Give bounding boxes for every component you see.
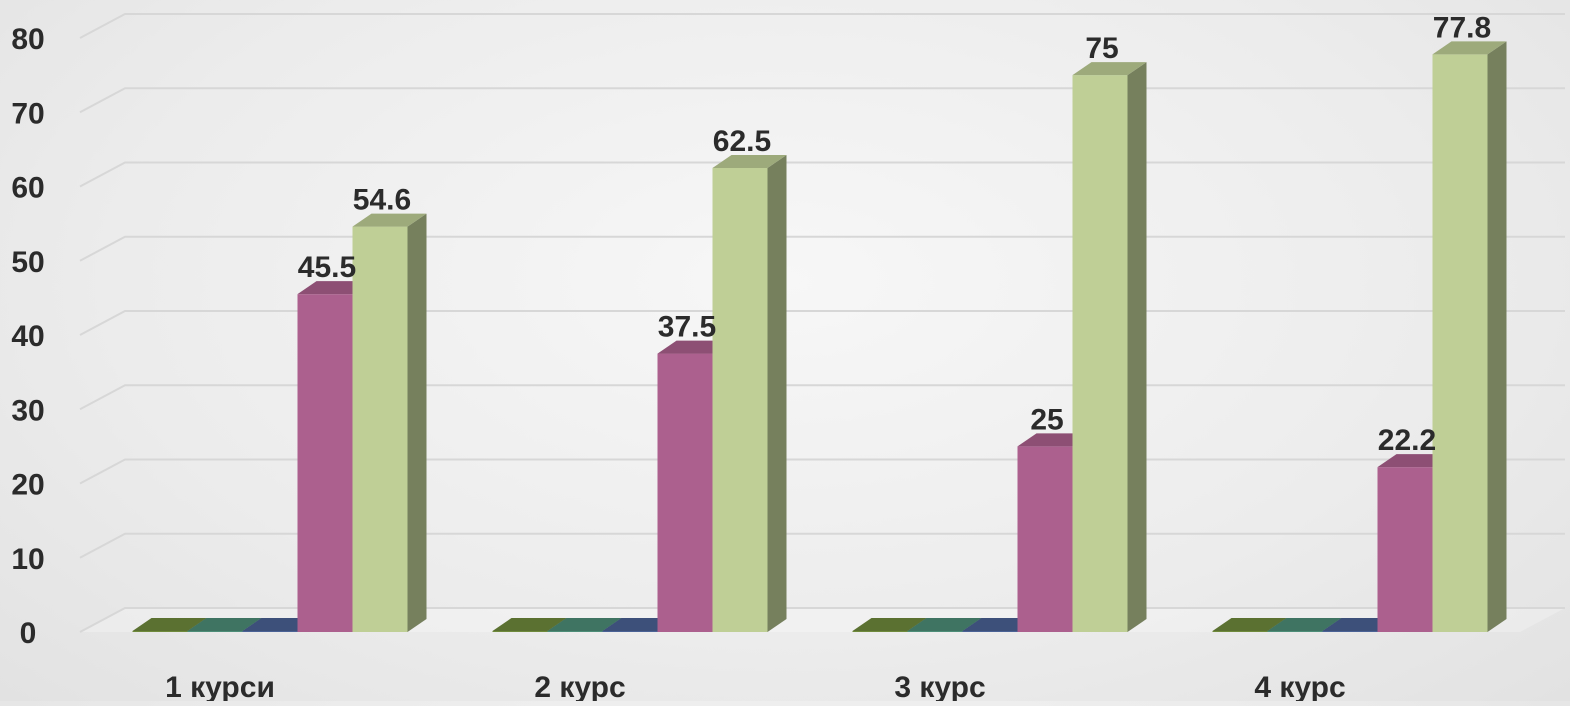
data-label: 62.5 [713, 125, 771, 158]
bar-front [852, 631, 908, 632]
chart-wall [80, 608, 1565, 632]
gridline-6 [79, 161, 1565, 188]
bar [352, 213, 427, 632]
bar-top [1072, 62, 1147, 76]
x-axis-categories: 1 курси 2 курс 3 курс 4 курс [165, 671, 1346, 704]
bar-top [1432, 41, 1507, 55]
data-label: 77.8 [1433, 11, 1491, 44]
bar [1432, 41, 1507, 632]
bar-side [407, 213, 427, 632]
bar-top [1267, 618, 1342, 631]
bar-front [657, 353, 713, 632]
bar-side [1127, 62, 1147, 632]
data-labels: 45.5 54.6 37.5 62.5 25 75 22.2 77.8 [298, 11, 1491, 457]
y-tick-label: 80 [11, 23, 44, 56]
bar-front [1212, 631, 1268, 632]
data-label: 54.6 [353, 184, 411, 217]
bar-front [1377, 467, 1433, 632]
bar-front [132, 631, 188, 632]
bar-top [132, 618, 207, 631]
bar-top [852, 618, 927, 631]
chart-floor [80, 608, 1565, 632]
bar-front [187, 631, 243, 632]
y-tick-label: 30 [11, 394, 44, 427]
gridline-8 [79, 13, 1565, 39]
data-label: 37.5 [658, 311, 716, 344]
bar-front [492, 631, 548, 632]
bar-front [1017, 446, 1073, 632]
bar-front [547, 631, 603, 632]
bar-front [907, 631, 963, 632]
bar-front [1267, 631, 1323, 632]
bar-front [1322, 631, 1378, 632]
y-tick-label: 40 [11, 320, 44, 353]
category-label: 4 курс [1254, 671, 1345, 701]
bar-front [352, 226, 408, 632]
y-tick-label: 50 [11, 246, 44, 279]
category-label: 2 курс [534, 671, 625, 701]
bar-front [297, 294, 353, 632]
gridline-7 [79, 87, 1565, 114]
bar-front [1432, 54, 1488, 632]
data-label: 45.5 [298, 251, 356, 284]
y-tick-label: 0 [20, 617, 37, 650]
bar-front [242, 631, 298, 632]
bar-front [712, 167, 768, 632]
bar-top [492, 618, 567, 631]
y-tick-label: 60 [11, 172, 44, 205]
bar-side [767, 154, 787, 632]
bar-series-group [132, 41, 1507, 632]
y-tick-label: 20 [11, 469, 44, 502]
bar [712, 154, 787, 632]
bar-front [1072, 75, 1128, 632]
data-label: 75 [1085, 32, 1118, 65]
bar-side [1487, 41, 1507, 632]
y-tick-label: 10 [11, 543, 44, 576]
y-axis-ticks: 0 10 20 30 40 50 60 70 80 [11, 23, 44, 650]
bar-top [547, 618, 622, 631]
category-label: 3 курс [894, 671, 985, 701]
data-label: 25 [1030, 403, 1063, 436]
bar-top [712, 154, 787, 168]
data-label: 22.2 [1378, 424, 1436, 457]
bar-top [187, 618, 262, 631]
bar-top [1212, 618, 1287, 631]
bar-front [602, 631, 658, 632]
category-label: 1 курси [165, 671, 275, 701]
bar-top [352, 213, 427, 227]
bar [1072, 62, 1147, 632]
y-tick-label: 70 [11, 97, 44, 130]
bar-front [962, 631, 1018, 632]
bar-top [907, 618, 982, 631]
